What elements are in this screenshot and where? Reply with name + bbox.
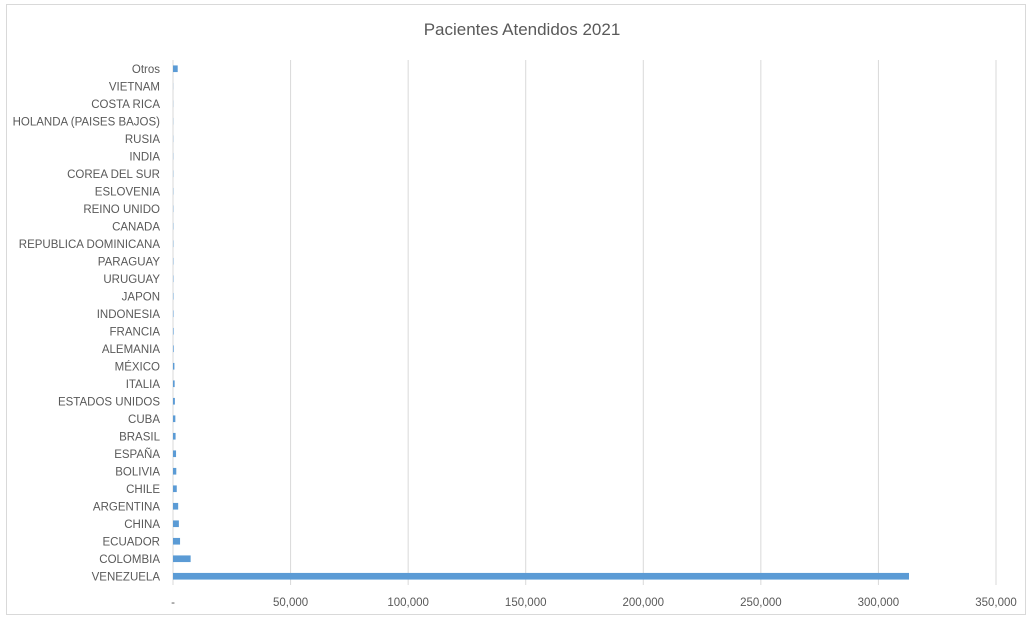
bar xyxy=(173,380,175,388)
bar xyxy=(173,415,176,423)
category-label: COREA DEL SUR xyxy=(67,169,160,181)
category-label: COSTA RICA xyxy=(91,99,160,111)
bar xyxy=(173,520,179,528)
category-label: Otros xyxy=(132,64,160,76)
bar xyxy=(173,65,178,73)
bar xyxy=(173,485,177,493)
category-label: ESTADOS UNIDOS xyxy=(58,396,160,408)
category-label: ESPAÑA xyxy=(114,448,160,461)
category-label: BRASIL xyxy=(119,431,161,443)
bar xyxy=(173,467,177,475)
category-label: VENEZUELA xyxy=(92,571,161,583)
bar xyxy=(173,572,909,580)
x-tick-label: 250,000 xyxy=(740,597,782,609)
category-label: CUBA xyxy=(128,414,160,426)
x-tick-label: 150,000 xyxy=(505,597,547,609)
bar xyxy=(173,327,174,335)
bar xyxy=(173,397,175,405)
category-label: FRANCIA xyxy=(110,326,161,338)
category-label: REPUBLICA DOMINICANA xyxy=(19,239,161,251)
x-tick-label: 200,000 xyxy=(622,597,664,609)
category-label: MÉXICO xyxy=(115,360,160,373)
bar xyxy=(173,432,176,440)
category-label: INDONESIA xyxy=(97,309,161,321)
category-label: CANADA xyxy=(112,221,160,233)
category-label: BOLIVIA xyxy=(115,466,160,478)
category-label: URUGUAY xyxy=(103,274,160,286)
bar xyxy=(173,450,177,458)
category-label: REINO UNIDO xyxy=(83,204,160,216)
category-label: HOLANDA (PAISES BAJOS) xyxy=(13,116,161,128)
category-label: CHILE xyxy=(126,484,160,496)
category-label: PARAGUAY xyxy=(98,256,161,268)
category-label: RUSIA xyxy=(125,134,160,146)
x-tick-label: 300,000 xyxy=(858,597,900,609)
category-label: JAPON xyxy=(122,291,160,303)
category-label: COLOMBIA xyxy=(99,554,160,566)
category-label: ESLOVENIA xyxy=(95,186,161,198)
bar xyxy=(173,362,175,370)
chart-title: Pacientes Atendidos 2021 xyxy=(423,20,621,39)
category-label: VIETNAM xyxy=(109,81,160,93)
chart-frame xyxy=(6,4,1026,615)
category-label: ITALIA xyxy=(126,379,161,391)
category-label: ALEMANIA xyxy=(102,344,160,356)
x-tick-label: 50,000 xyxy=(273,597,308,609)
category-label: INDIA xyxy=(129,151,160,163)
category-label: ECUADOR xyxy=(102,536,160,548)
x-tick-label: - xyxy=(171,597,175,609)
category-label: ARGENTINA xyxy=(93,501,160,513)
x-tick-label: 100,000 xyxy=(387,597,429,609)
bar xyxy=(173,555,191,563)
bar xyxy=(173,502,179,510)
x-tick-label: 350,000 xyxy=(975,597,1017,609)
bar xyxy=(173,345,174,353)
category-label: CHINA xyxy=(124,519,160,531)
bar xyxy=(173,537,181,545)
